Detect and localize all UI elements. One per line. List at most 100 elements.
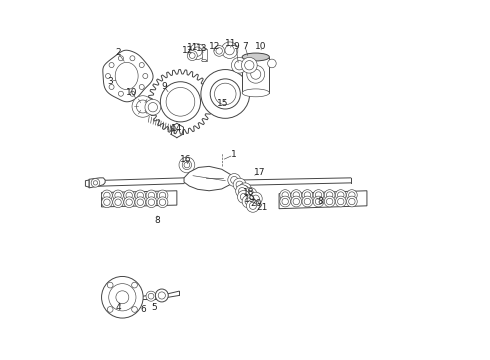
Circle shape (346, 196, 357, 207)
Circle shape (190, 44, 205, 59)
Circle shape (193, 47, 202, 56)
Circle shape (132, 282, 137, 288)
Circle shape (293, 198, 299, 205)
Circle shape (145, 99, 161, 115)
Circle shape (315, 198, 322, 205)
Circle shape (315, 192, 322, 198)
Circle shape (146, 291, 156, 301)
Text: 7: 7 (242, 42, 248, 51)
Circle shape (335, 190, 346, 201)
Text: 8: 8 (154, 216, 160, 225)
Circle shape (231, 176, 238, 184)
Text: 12: 12 (182, 46, 194, 55)
Circle shape (136, 100, 149, 113)
Circle shape (148, 199, 155, 206)
Circle shape (215, 83, 236, 105)
Circle shape (280, 196, 291, 207)
Circle shape (124, 197, 135, 208)
Circle shape (187, 50, 197, 60)
Polygon shape (103, 50, 153, 102)
Polygon shape (201, 49, 207, 60)
Circle shape (143, 73, 148, 78)
Circle shape (236, 185, 248, 198)
Text: 15: 15 (217, 99, 228, 108)
Circle shape (157, 190, 168, 201)
Circle shape (313, 190, 324, 201)
Circle shape (282, 192, 289, 198)
Circle shape (159, 192, 166, 199)
Circle shape (101, 276, 143, 318)
Polygon shape (279, 191, 367, 209)
Circle shape (282, 198, 289, 205)
Circle shape (109, 63, 114, 68)
Circle shape (251, 69, 261, 79)
Polygon shape (101, 191, 177, 207)
Text: 12: 12 (209, 42, 220, 51)
Circle shape (324, 190, 335, 201)
Circle shape (148, 103, 157, 112)
Circle shape (119, 56, 123, 61)
Circle shape (236, 181, 243, 188)
Circle shape (280, 190, 291, 201)
Circle shape (324, 196, 335, 207)
Circle shape (124, 190, 135, 201)
Circle shape (179, 157, 195, 173)
Circle shape (313, 196, 324, 207)
Text: 5: 5 (152, 303, 157, 312)
Circle shape (146, 190, 157, 201)
Circle shape (135, 197, 146, 208)
Circle shape (238, 190, 250, 203)
Ellipse shape (242, 53, 270, 61)
Circle shape (240, 193, 247, 201)
Circle shape (139, 85, 144, 90)
Circle shape (157, 197, 168, 208)
Circle shape (268, 59, 276, 68)
Circle shape (105, 73, 111, 78)
Circle shape (155, 289, 168, 302)
Circle shape (233, 178, 246, 191)
Circle shape (107, 282, 113, 288)
Circle shape (132, 96, 153, 117)
Circle shape (182, 160, 192, 170)
Text: 13: 13 (196, 44, 208, 53)
Circle shape (247, 190, 254, 198)
Circle shape (116, 291, 129, 304)
Text: 19: 19 (244, 194, 255, 203)
Circle shape (160, 82, 200, 122)
Circle shape (190, 53, 195, 58)
Text: 2: 2 (115, 48, 121, 57)
Circle shape (166, 87, 195, 116)
Text: 9: 9 (161, 82, 167, 91)
Circle shape (109, 85, 114, 90)
Text: 16: 16 (180, 155, 192, 164)
Circle shape (132, 307, 137, 312)
Circle shape (139, 63, 144, 68)
Circle shape (135, 190, 146, 201)
Circle shape (119, 91, 123, 96)
Ellipse shape (201, 59, 207, 62)
Circle shape (245, 198, 252, 205)
Ellipse shape (201, 48, 207, 50)
Text: 6: 6 (140, 305, 146, 314)
Text: 4: 4 (116, 303, 121, 312)
Circle shape (159, 199, 166, 206)
Circle shape (107, 307, 113, 312)
Circle shape (201, 69, 250, 118)
Circle shape (221, 42, 238, 58)
Polygon shape (89, 178, 105, 188)
Circle shape (184, 162, 190, 168)
Circle shape (235, 60, 244, 70)
Circle shape (304, 198, 311, 205)
Text: 18: 18 (243, 188, 254, 197)
Circle shape (244, 188, 257, 201)
Circle shape (210, 79, 240, 109)
Circle shape (158, 292, 166, 299)
Ellipse shape (242, 89, 270, 97)
Circle shape (115, 192, 122, 199)
Circle shape (247, 65, 265, 83)
Circle shape (228, 174, 241, 186)
Circle shape (214, 45, 224, 56)
Circle shape (148, 293, 154, 299)
Circle shape (338, 198, 344, 205)
Text: 9: 9 (233, 42, 239, 51)
